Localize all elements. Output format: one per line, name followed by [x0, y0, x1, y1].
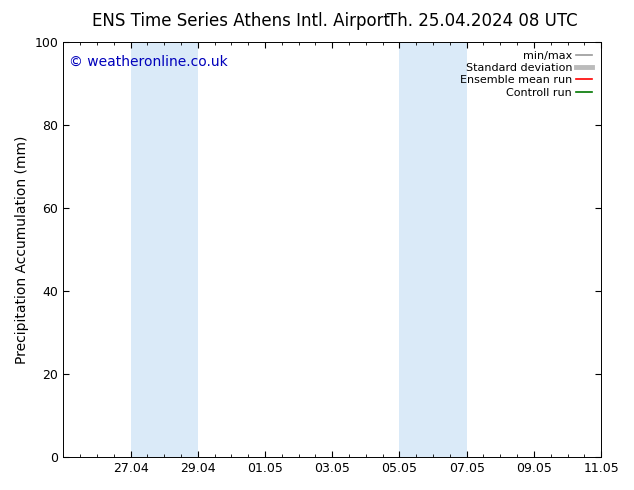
Text: ENS Time Series Athens Intl. Airport: ENS Time Series Athens Intl. Airport [92, 12, 390, 30]
Bar [131, 42, 198, 457]
Legend: min/max, Standard deviation, Ensemble mean run, Controll run: min/max, Standard deviation, Ensemble me… [456, 48, 595, 101]
Text: © weatheronline.co.uk: © weatheronline.co.uk [68, 54, 228, 69]
Bar [399, 42, 467, 457]
Text: Th. 25.04.2024 08 UTC: Th. 25.04.2024 08 UTC [387, 12, 577, 30]
Y-axis label: Precipitation Accumulation (mm): Precipitation Accumulation (mm) [15, 135, 29, 364]
